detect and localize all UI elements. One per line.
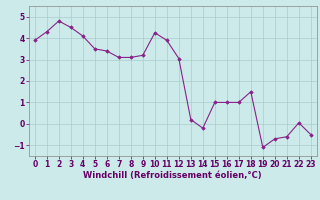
X-axis label: Windchill (Refroidissement éolien,°C): Windchill (Refroidissement éolien,°C) (84, 171, 262, 180)
